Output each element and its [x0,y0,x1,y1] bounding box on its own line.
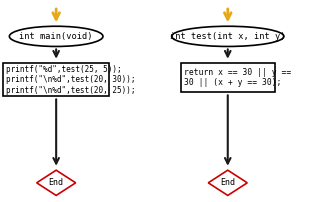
Bar [3,63,109,97]
Text: return x == 30 || y ==
30 || (x + y == 30);: return x == 30 || y == 30 || (x + y == 3… [184,68,291,87]
Text: int test(int x, int y): int test(int x, int y) [170,32,285,41]
Bar [181,63,275,93]
Text: End: End [220,178,235,187]
Text: printf("%d",test(25, 5));
printf("\n%d",test(20, 30));
printf("\n%d",test(20, 25: printf("%d",test(25, 5)); printf("\n%d",… [6,65,136,95]
Text: int main(void): int main(void) [19,32,93,41]
Text: End: End [49,178,64,187]
